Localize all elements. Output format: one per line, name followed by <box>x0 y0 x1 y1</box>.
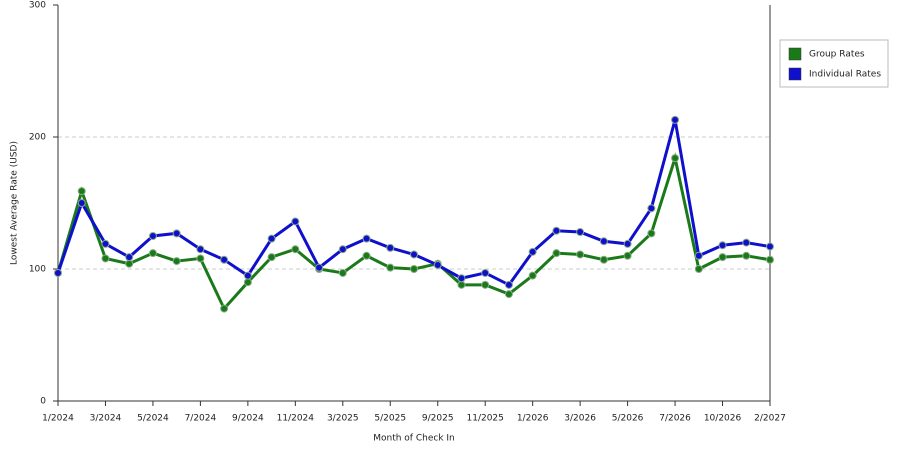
point <box>694 251 703 260</box>
point <box>694 265 703 273</box>
x-tick-label: 7/2024 <box>185 414 217 424</box>
point <box>647 204 656 213</box>
point <box>101 239 110 248</box>
point <box>504 280 513 289</box>
point <box>647 229 656 238</box>
point <box>386 263 395 272</box>
x-tick-label: 3/2025 <box>327 414 359 424</box>
point <box>77 199 86 207</box>
point <box>433 261 442 270</box>
y-axis-label: Lowest Average Rate (USD) <box>10 141 20 265</box>
point <box>742 251 751 260</box>
x-tick-label: 11/2025 <box>467 414 504 424</box>
point <box>220 304 229 313</box>
x-tick-label: 9/2024 <box>232 414 264 424</box>
x-tick-label: 7/2026 <box>659 414 691 424</box>
point <box>766 255 774 264</box>
point <box>671 115 680 124</box>
x-tick-label: 10/2026 <box>704 414 742 424</box>
point <box>552 249 561 258</box>
x-tick-label: 5/2025 <box>374 414 406 424</box>
point <box>528 247 537 256</box>
point <box>457 274 466 283</box>
x-tick-label: 5/2026 <box>612 414 644 424</box>
point <box>338 268 347 277</box>
point <box>742 238 751 247</box>
point <box>718 253 727 262</box>
point <box>338 245 347 254</box>
x-axis-label: Month of Check In <box>373 434 455 444</box>
point <box>291 217 300 226</box>
y-tick-label: 300 <box>29 1 46 11</box>
point <box>623 239 632 248</box>
x-tick-label: 3/2024 <box>90 414 122 424</box>
point <box>766 242 774 251</box>
x-tick-label: 1/2026 <box>517 414 549 424</box>
point <box>196 254 205 263</box>
x-tick-label: 1/2024 <box>42 414 74 424</box>
point <box>243 278 252 287</box>
point <box>172 257 181 266</box>
point <box>576 228 585 237</box>
point <box>528 271 537 280</box>
x-tick-label: 9/2025 <box>422 414 454 424</box>
point <box>718 241 727 250</box>
point <box>54 268 62 277</box>
point <box>504 290 513 299</box>
point <box>362 234 371 243</box>
legend-swatch <box>788 67 802 81</box>
point <box>315 263 324 272</box>
point <box>243 271 252 280</box>
x-tick-label: 3/2026 <box>564 414 596 424</box>
y-tick-label: 0 <box>40 397 46 407</box>
point <box>599 255 608 264</box>
y-tick-label: 200 <box>29 133 46 143</box>
point <box>125 259 134 268</box>
point <box>362 251 371 260</box>
series-line <box>56 119 771 287</box>
point <box>77 187 86 196</box>
point <box>410 250 418 259</box>
point <box>623 251 632 260</box>
point <box>599 237 608 246</box>
point <box>148 249 157 258</box>
x-tick-label: 2/2027 <box>754 414 786 424</box>
point <box>386 243 395 252</box>
x-tick-label: 11/2024 <box>277 414 315 424</box>
point <box>267 234 276 243</box>
x-tick-label: 5/2024 <box>137 414 169 424</box>
point <box>552 226 561 235</box>
point <box>481 268 490 277</box>
point <box>291 245 300 254</box>
point <box>457 280 466 289</box>
point <box>172 229 181 238</box>
point <box>481 280 490 289</box>
point <box>267 253 276 262</box>
point <box>220 255 229 264</box>
point <box>196 245 205 254</box>
legend-swatch <box>788 47 802 61</box>
legend-label: Individual Rates <box>809 70 881 80</box>
point <box>671 154 680 163</box>
point <box>576 250 585 259</box>
point <box>410 265 418 273</box>
point <box>101 254 110 263</box>
point <box>148 232 157 240</box>
legend-label: Group Rates <box>809 50 865 60</box>
point <box>125 253 134 262</box>
y-tick-label: 100 <box>29 265 46 275</box>
